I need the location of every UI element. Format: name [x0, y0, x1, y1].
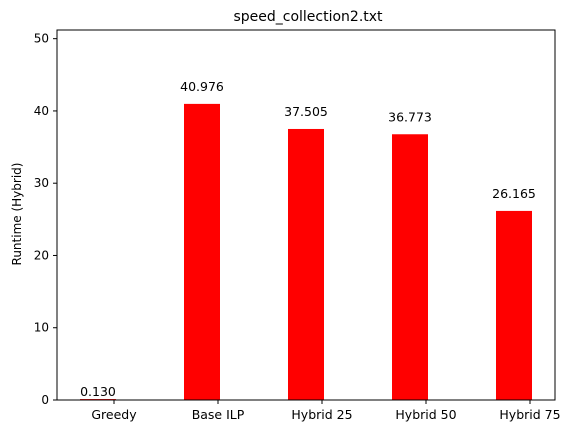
x-tick-label: Hybrid 75: [499, 407, 560, 422]
x-axis: Greedy Base ILP Hybrid 25 Hybrid 50 Hybrid 7…: [91, 400, 561, 422]
x-tick-label: Hybrid 25: [291, 407, 352, 422]
bars-group: [80, 103, 532, 401]
data-label: 36.773: [388, 109, 432, 124]
plot-area-frame: [56, 29, 556, 401]
data-label: 37.505: [284, 104, 328, 119]
bar-hybrid-25: [288, 128, 324, 400]
y-axis: 0 10 20 30 40 50: [34, 32, 57, 407]
y-axis-label: Runtime (Hybrid): [10, 163, 24, 266]
bar-hybrid-50: [392, 134, 428, 400]
y-tick-label: 10: [34, 321, 49, 335]
data-label: 0.130: [80, 384, 116, 399]
x-tick-label: Base ILP: [192, 407, 245, 422]
y-tick-label: 0: [41, 393, 49, 407]
bar-hybrid-75: [496, 210, 532, 400]
x-tick-label: Greedy: [91, 407, 137, 422]
y-tick-label: 20: [34, 248, 49, 262]
bar-base-ilp: [184, 103, 220, 401]
data-label: 40.976: [180, 79, 224, 94]
chart-title: speed_collection2.txt: [233, 9, 383, 25]
x-tick-label: Hybrid 50: [395, 407, 456, 422]
y-tick-label: 30: [34, 176, 49, 190]
data-labels-group: 0.130 40.976 37.505 36.773 26.165: [80, 79, 536, 399]
data-label: 26.165: [492, 186, 536, 201]
y-tick-label: 40: [34, 104, 49, 118]
y-tick-label: 50: [34, 32, 49, 46]
